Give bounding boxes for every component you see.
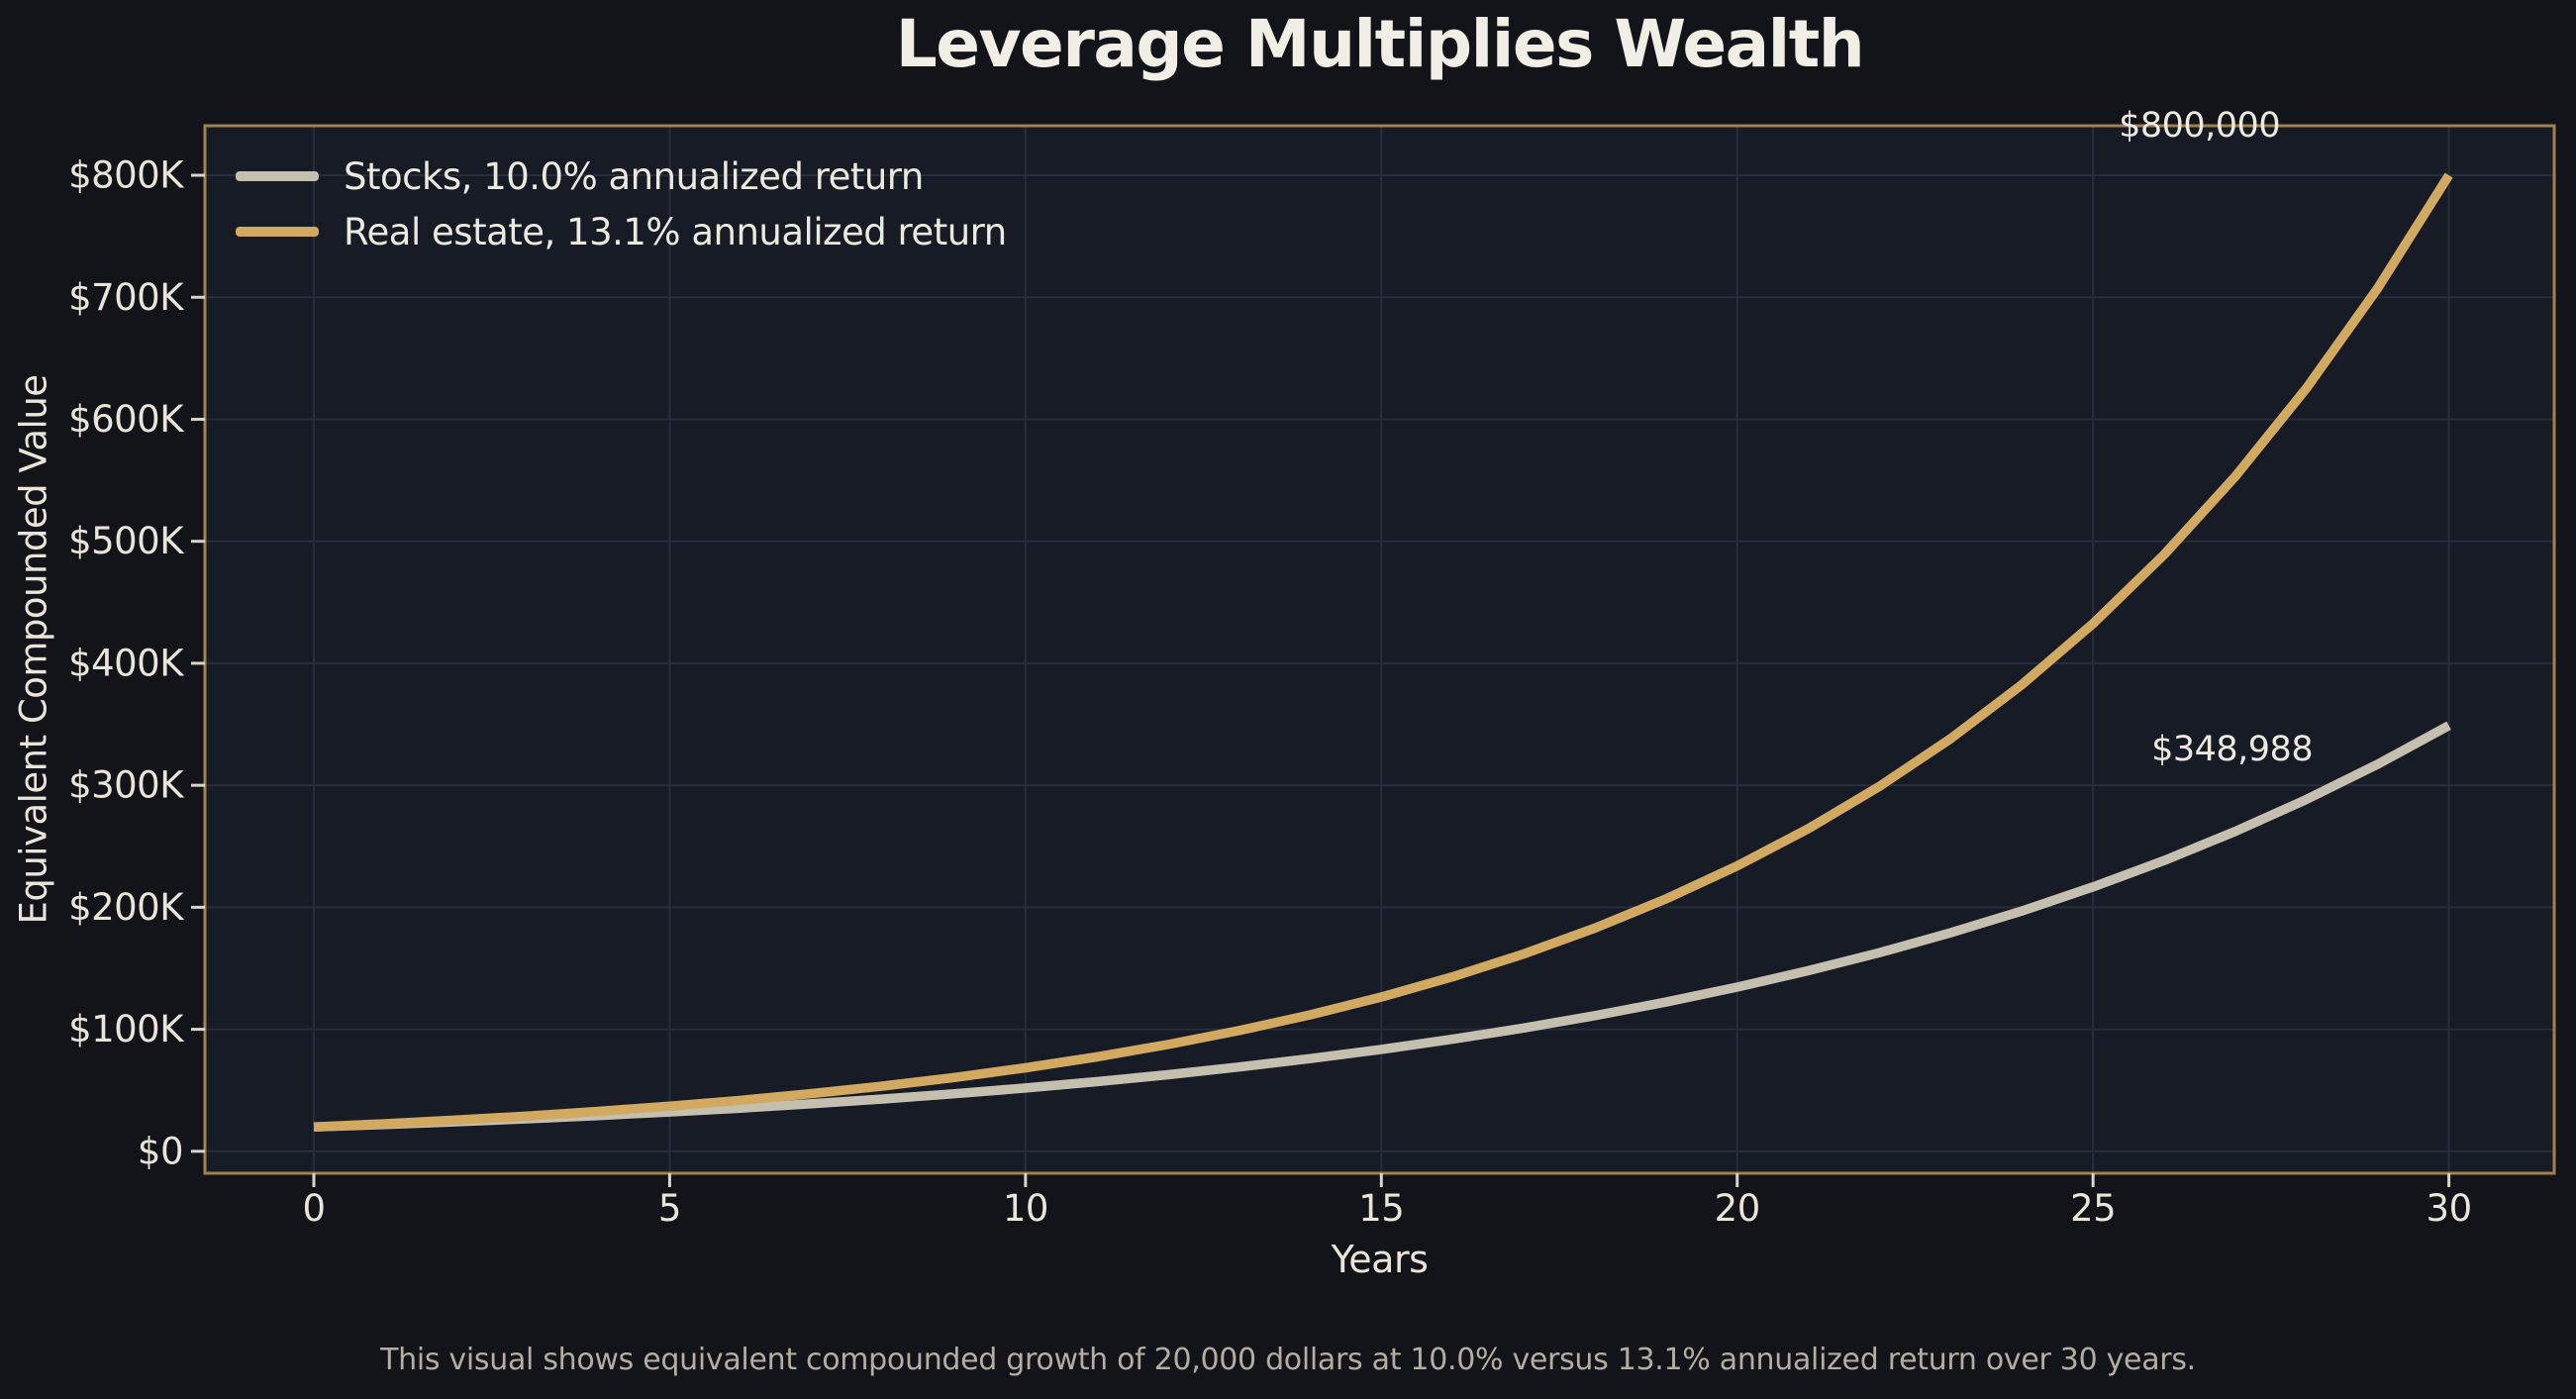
caption: This visual shows equivalent compounded …: [380, 1343, 2196, 1377]
y-tick-label: $300K: [68, 764, 185, 807]
y-tick-label: $400K: [68, 642, 185, 684]
series-line-real-estate: [313, 172, 2453, 1132]
chart-title: Leverage Multiplies Wealth: [895, 6, 1865, 82]
series-line-stocks: [313, 721, 2451, 1132]
legend-label: Stocks, 10.0% annualized return: [344, 154, 924, 198]
annotation-real-estate-value: $800,000: [2119, 106, 2280, 146]
x-tick-label: 25: [2070, 1187, 2116, 1230]
legend-swatch: [236, 227, 319, 237]
x-tick-label: 20: [1715, 1187, 1760, 1230]
y-tick-label: $100K: [68, 1008, 185, 1050]
x-tick-label: 0: [302, 1187, 325, 1230]
y-axis-title: Equivalent Compounded Value: [12, 374, 55, 925]
legend-item-real-estate: Real estate, 13.1% annualized return: [236, 204, 1007, 259]
x-tick-label: 30: [2427, 1187, 2472, 1230]
annotation-stocks-value: $348,988: [2151, 730, 2313, 769]
legend-item-stocks: Stocks, 10.0% annualized return: [236, 149, 1007, 204]
y-tick-label: $800K: [68, 154, 185, 197]
legend: Stocks, 10.0% annualized return Real esta…: [236, 149, 1007, 259]
y-tick-label: $200K: [68, 886, 185, 929]
x-tick-label: 5: [658, 1187, 681, 1230]
x-tick-label: 15: [1358, 1187, 1404, 1230]
plot-background: [205, 126, 2554, 1173]
x-axis-title: Years: [1331, 1238, 1429, 1281]
y-tick-label: $600K: [68, 398, 185, 441]
x-tick-label: 10: [1003, 1187, 1048, 1230]
plot-border: [203, 124, 2556, 1175]
y-tick-label: $700K: [68, 276, 185, 319]
legend-label: Real estate, 13.1% annualized return: [344, 210, 1007, 253]
y-tick-label: $500K: [68, 520, 185, 562]
y-tick-label: $0: [138, 1130, 183, 1172]
legend-swatch: [236, 171, 319, 181]
